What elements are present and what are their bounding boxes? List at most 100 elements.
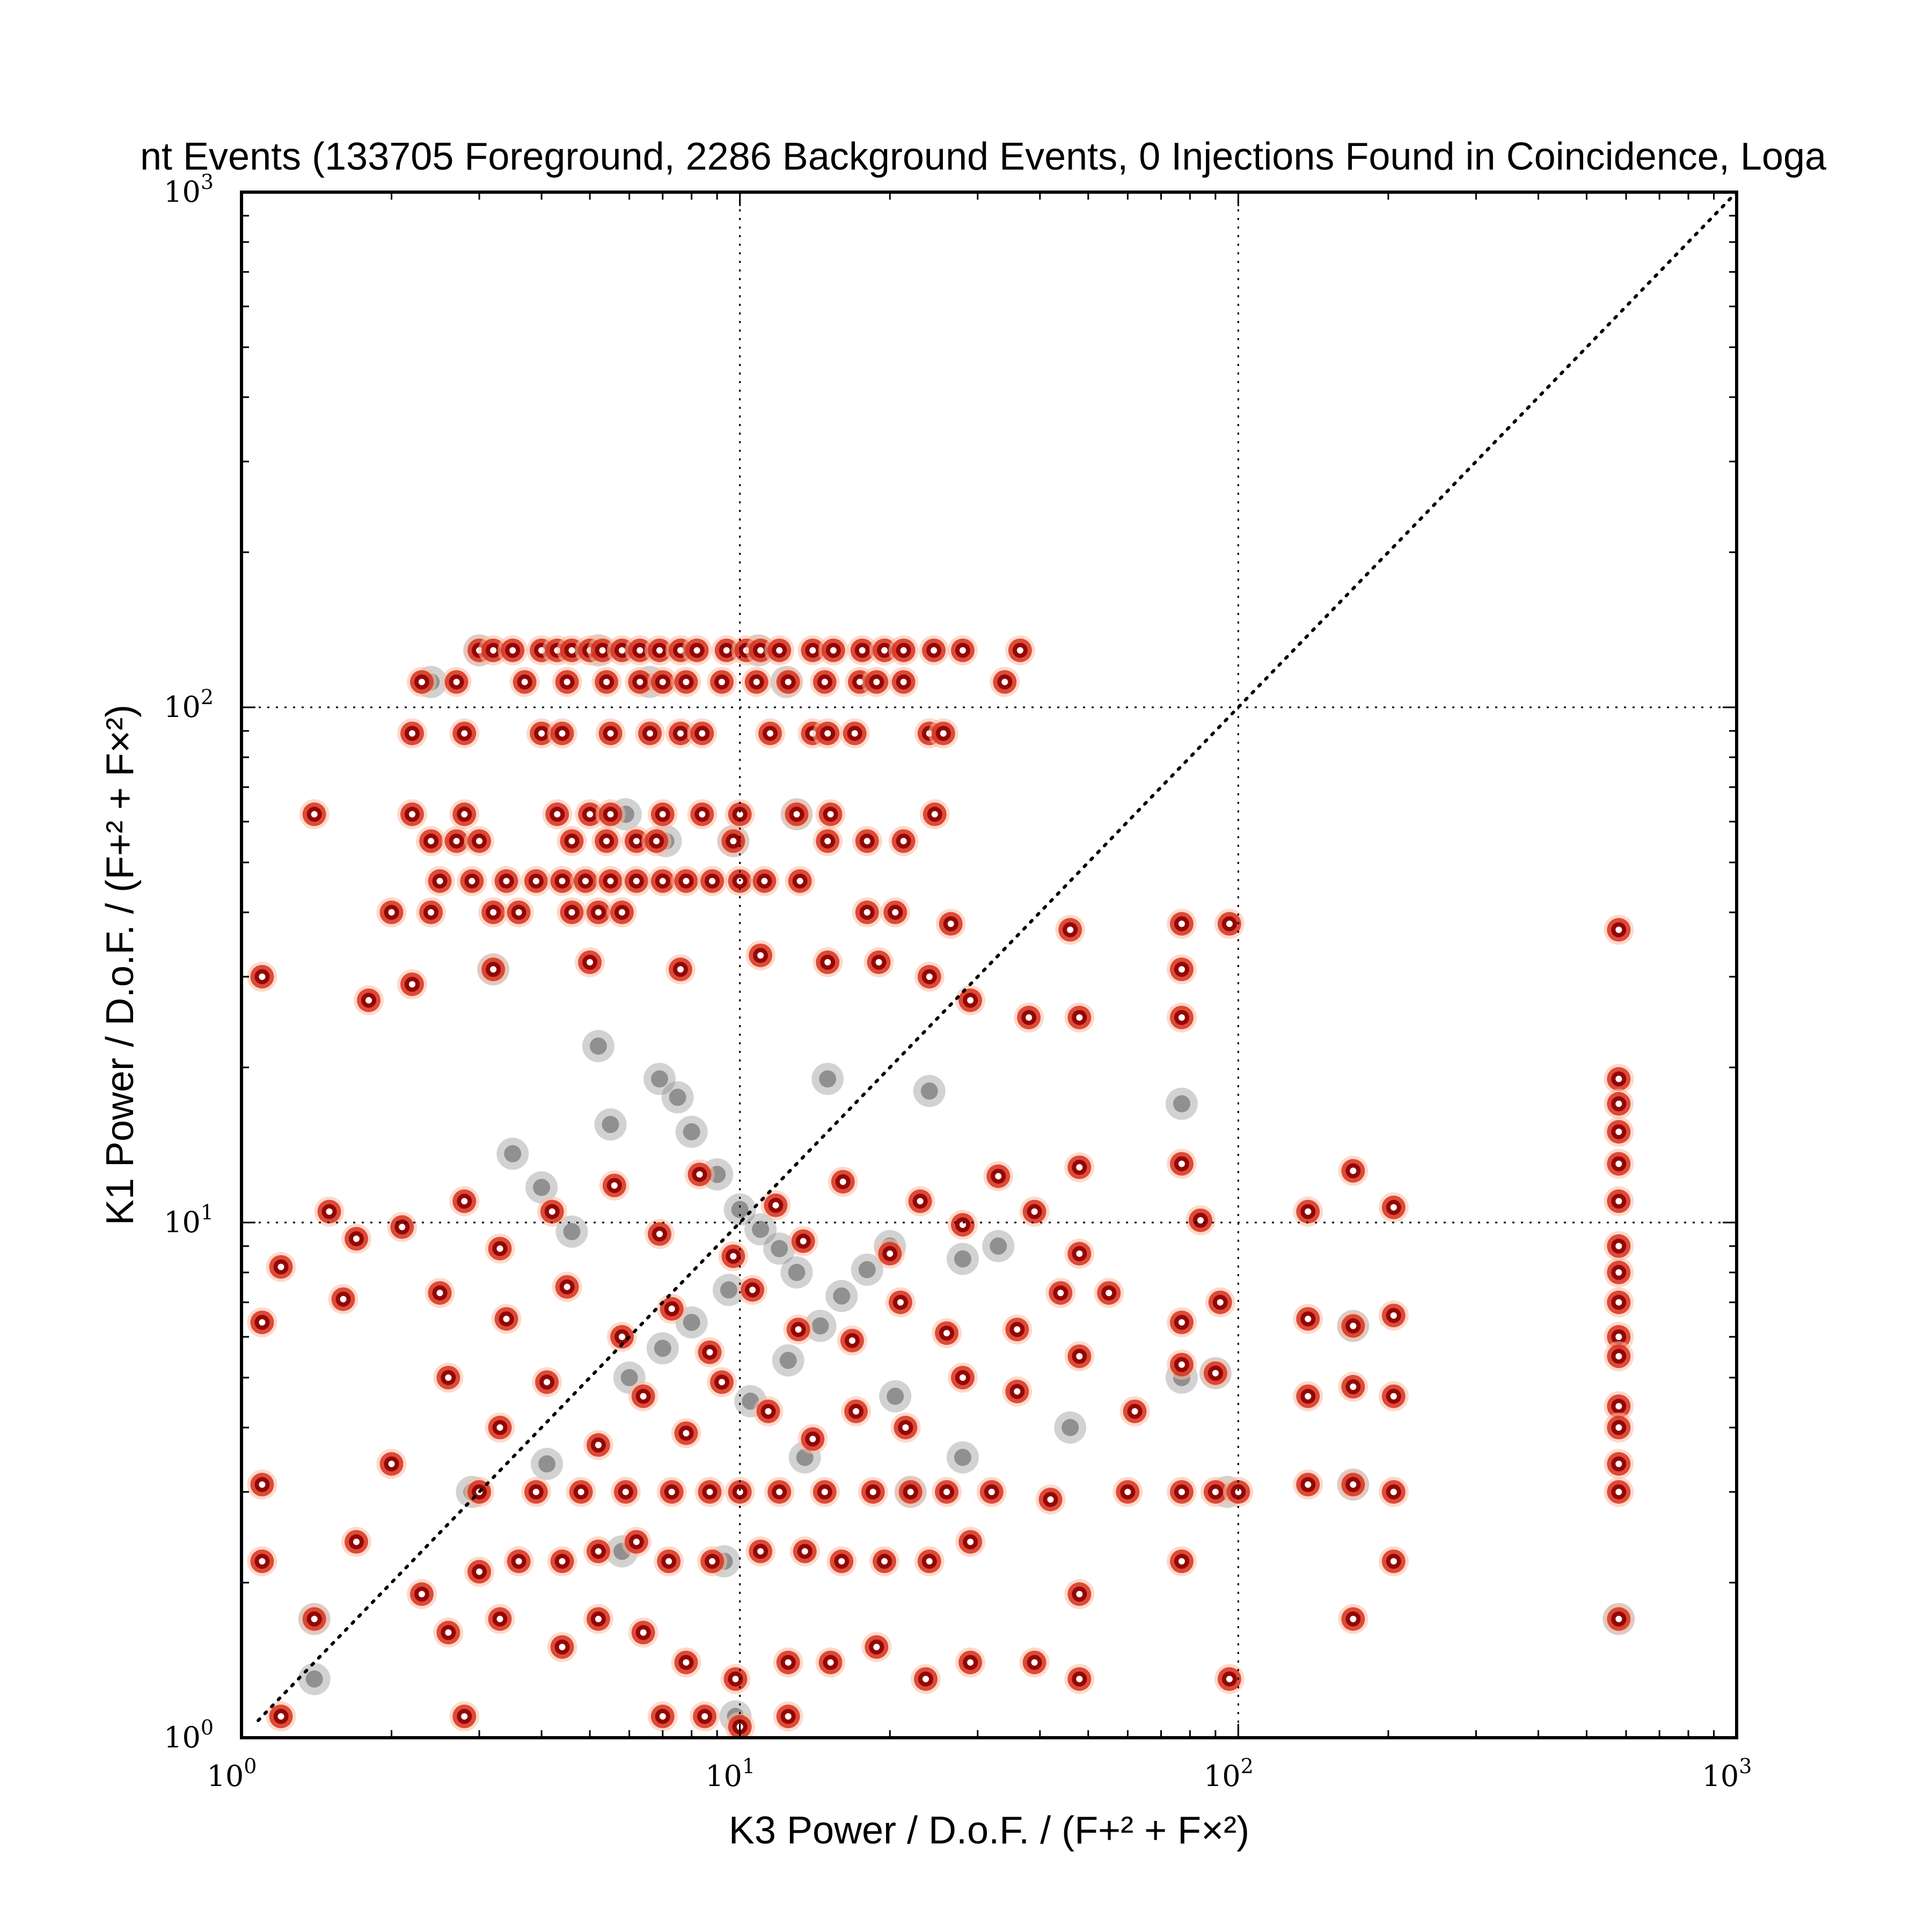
foreground-point — [1604, 1448, 1634, 1479]
foreground-point — [606, 897, 637, 928]
foreground-point — [1200, 1476, 1231, 1507]
foreground-point — [671, 667, 701, 697]
foreground-point — [299, 1604, 330, 1634]
foreground-point — [1064, 1002, 1095, 1033]
plot-area — [241, 192, 1737, 1738]
foreground-point — [547, 1631, 577, 1662]
foreground-point — [464, 1556, 495, 1587]
foreground-point — [1205, 1287, 1235, 1318]
foreground-point — [1604, 1186, 1634, 1217]
background-point — [982, 1230, 1015, 1262]
foreground-point — [935, 909, 966, 939]
foreground-point — [773, 1647, 803, 1678]
foreground-point — [299, 799, 330, 830]
foreground-point — [724, 799, 755, 830]
foreground-point — [266, 1701, 296, 1732]
foreground-point — [665, 718, 696, 749]
foreground-point — [1604, 1604, 1634, 1634]
foreground-point — [671, 866, 701, 896]
foreground-point — [888, 635, 919, 665]
foreground-point — [1293, 1381, 1323, 1411]
foreground-point — [1166, 954, 1197, 985]
foreground-point — [955, 1526, 986, 1557]
foreground-point — [707, 667, 737, 697]
background-point — [780, 1256, 813, 1289]
foreground-point — [521, 1476, 551, 1507]
foreground-point — [1064, 1579, 1095, 1609]
foreground-point — [406, 667, 437, 697]
foreground-point — [1166, 1148, 1197, 1179]
foreground-point — [1200, 1358, 1231, 1388]
foreground-point — [425, 866, 455, 896]
foreground-point — [847, 635, 877, 665]
foreground-point — [595, 799, 626, 830]
foreground-point — [1293, 1196, 1323, 1227]
foreground-point — [760, 1190, 791, 1220]
background-point — [594, 1108, 627, 1141]
foreground-point — [741, 667, 772, 697]
foreground-point — [1002, 1376, 1033, 1407]
foreground-point — [503, 897, 534, 928]
foreground-point — [656, 1293, 687, 1324]
foreground-point — [1055, 914, 1086, 945]
foreground-point — [547, 866, 577, 896]
foreground-point — [1604, 1148, 1634, 1179]
foreground-point — [416, 826, 447, 857]
background-point — [646, 1332, 679, 1365]
foreground-point — [532, 1367, 562, 1397]
foreground-point — [1604, 1116, 1634, 1147]
foreground-point — [1604, 1088, 1634, 1119]
foreground-point — [647, 1701, 678, 1732]
foreground-point — [497, 635, 528, 665]
foreground-point — [397, 718, 427, 749]
foreground-point — [783, 1314, 814, 1345]
foreground-point — [888, 667, 919, 697]
foreground-point — [449, 1186, 480, 1217]
foreground-point — [591, 826, 622, 857]
chart-title: nt Events (133705 Foreground, 2286 Backg… — [140, 135, 1827, 178]
background-point — [555, 1216, 588, 1248]
foreground-point — [1002, 1314, 1033, 1345]
background-point — [913, 1074, 946, 1107]
foreground-point — [813, 826, 843, 857]
foreground-point — [1378, 1300, 1409, 1331]
foreground-point — [491, 866, 522, 896]
foreground-point — [755, 718, 786, 749]
y-tick-label: 101 — [164, 1201, 214, 1239]
foreground-point — [599, 1170, 630, 1201]
foreground-point — [1094, 1278, 1124, 1308]
foreground-point — [441, 826, 472, 857]
background-point — [744, 1213, 777, 1246]
background-point — [298, 1663, 331, 1695]
foreground-point — [449, 1701, 480, 1732]
foreground-point — [1166, 1546, 1197, 1577]
foreground-point — [813, 947, 843, 978]
foreground-point — [852, 826, 882, 857]
foreground-point — [815, 799, 846, 830]
foreground-point — [826, 1546, 857, 1577]
foreground-point — [841, 1396, 872, 1426]
foreground-point — [947, 1210, 978, 1240]
foreground-point — [552, 1271, 582, 1302]
foreground-point — [671, 1647, 701, 1678]
foreground-point — [1604, 1257, 1634, 1288]
foreground-point — [687, 799, 718, 830]
foreground-point — [737, 1275, 768, 1305]
foreground-point — [485, 1413, 515, 1443]
foreground-point — [858, 1476, 888, 1507]
foreground-point — [990, 667, 1020, 697]
foreground-point — [861, 667, 892, 697]
background-point — [1054, 1411, 1087, 1444]
foreground-point — [628, 1381, 658, 1411]
foreground-point — [583, 1430, 613, 1460]
foreground-point — [1214, 1664, 1245, 1694]
foreground-point — [247, 1469, 277, 1500]
foreground-point — [753, 1396, 784, 1426]
foreground-point — [932, 1476, 962, 1507]
foreground-point — [745, 1536, 776, 1567]
foreground-point — [1604, 1476, 1634, 1507]
foreground-point — [764, 1476, 795, 1507]
foreground-point — [687, 718, 718, 749]
background-point — [643, 1063, 676, 1095]
foreground-point — [1604, 1287, 1634, 1318]
